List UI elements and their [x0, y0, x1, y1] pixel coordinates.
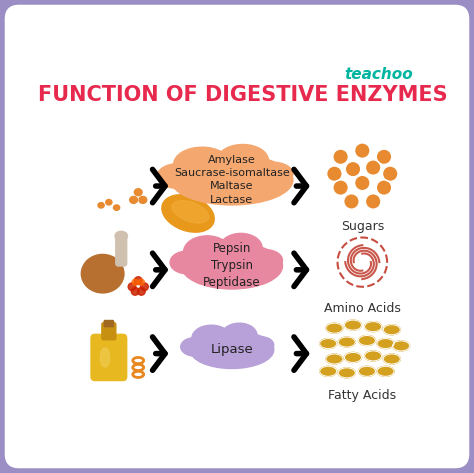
Ellipse shape — [392, 341, 410, 351]
Circle shape — [355, 175, 370, 191]
Ellipse shape — [98, 202, 104, 208]
Ellipse shape — [130, 196, 137, 203]
Ellipse shape — [249, 250, 283, 271]
Circle shape — [132, 279, 138, 285]
Circle shape — [134, 277, 142, 284]
Circle shape — [365, 160, 381, 175]
Ellipse shape — [219, 233, 262, 263]
Ellipse shape — [100, 348, 109, 367]
Ellipse shape — [134, 189, 142, 196]
Ellipse shape — [172, 201, 209, 223]
Ellipse shape — [319, 339, 337, 349]
Circle shape — [333, 149, 348, 165]
Ellipse shape — [181, 338, 209, 356]
Circle shape — [383, 166, 398, 182]
Circle shape — [365, 194, 381, 209]
Ellipse shape — [345, 352, 362, 362]
Circle shape — [345, 161, 361, 177]
Ellipse shape — [192, 325, 231, 351]
Ellipse shape — [338, 368, 356, 378]
Circle shape — [376, 180, 392, 195]
Ellipse shape — [383, 354, 400, 364]
Ellipse shape — [113, 205, 120, 210]
Ellipse shape — [222, 323, 257, 348]
Ellipse shape — [338, 337, 356, 347]
Circle shape — [138, 279, 145, 285]
Ellipse shape — [246, 336, 274, 354]
Ellipse shape — [82, 254, 124, 293]
Ellipse shape — [139, 196, 147, 203]
Text: teachoo: teachoo — [345, 67, 413, 82]
Text: Fatty Acids: Fatty Acids — [328, 389, 396, 403]
Ellipse shape — [358, 366, 375, 377]
FancyBboxPatch shape — [116, 236, 127, 266]
Ellipse shape — [171, 155, 293, 205]
Circle shape — [141, 283, 148, 290]
Ellipse shape — [365, 351, 382, 361]
Ellipse shape — [358, 335, 375, 345]
Ellipse shape — [252, 162, 293, 185]
Circle shape — [137, 288, 145, 295]
Ellipse shape — [345, 320, 362, 330]
Circle shape — [333, 180, 348, 195]
Text: Amylase
Saucrase-isomaltase
Maltase
Lactase: Amylase Saucrase-isomaltase Maltase Lact… — [174, 155, 290, 205]
Ellipse shape — [157, 164, 198, 188]
Ellipse shape — [217, 144, 269, 177]
Circle shape — [355, 143, 370, 158]
Text: Pepsin
Trypsin
Peptidase: Pepsin Trypsin Peptidase — [203, 243, 261, 289]
Ellipse shape — [162, 195, 214, 232]
Circle shape — [128, 283, 136, 290]
Ellipse shape — [173, 147, 230, 182]
FancyBboxPatch shape — [102, 323, 116, 340]
Ellipse shape — [170, 251, 204, 274]
Text: Lipase: Lipase — [210, 343, 253, 356]
Text: Amino Acids: Amino Acids — [324, 302, 401, 315]
Ellipse shape — [326, 354, 343, 364]
Text: FUNCTION OF DIGESTIVE ENZYMES: FUNCTION OF DIGESTIVE ENZYMES — [38, 85, 448, 105]
Circle shape — [376, 149, 392, 165]
Ellipse shape — [319, 366, 337, 377]
Ellipse shape — [326, 323, 343, 333]
Ellipse shape — [377, 339, 394, 349]
Circle shape — [344, 194, 359, 209]
Circle shape — [327, 166, 342, 182]
FancyBboxPatch shape — [91, 334, 127, 381]
Ellipse shape — [115, 231, 128, 241]
FancyBboxPatch shape — [104, 321, 113, 327]
Text: Sugars: Sugars — [341, 219, 384, 233]
Circle shape — [131, 288, 139, 295]
Ellipse shape — [383, 325, 400, 335]
Ellipse shape — [365, 322, 382, 332]
Ellipse shape — [377, 366, 394, 377]
Ellipse shape — [183, 236, 231, 268]
Ellipse shape — [182, 243, 283, 289]
Ellipse shape — [106, 200, 112, 205]
Ellipse shape — [190, 331, 274, 368]
